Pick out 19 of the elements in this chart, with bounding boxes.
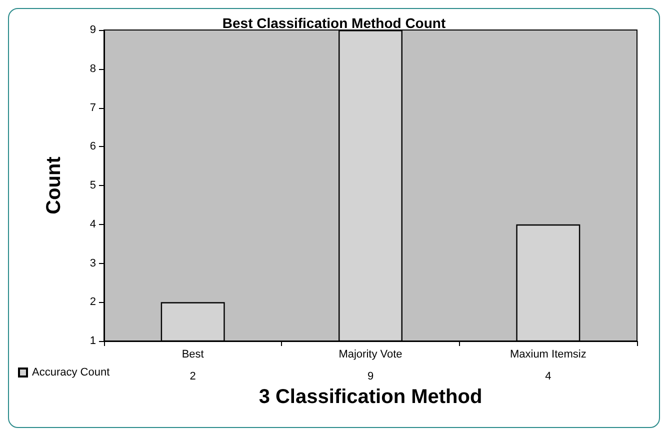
chart-title: Best Classification Method Count bbox=[222, 15, 446, 31]
y-tick-label: 4 bbox=[90, 218, 96, 230]
y-tick-label: 6 bbox=[90, 140, 96, 153]
x-axis-title: 3 Classification Method bbox=[258, 386, 482, 408]
data-label: 4 bbox=[545, 370, 552, 382]
y-tick-label: 5 bbox=[90, 180, 96, 192]
x-tick-label: Best bbox=[182, 348, 204, 360]
y-axis-title: Count bbox=[43, 156, 65, 214]
legend-label: Accuracy Count bbox=[32, 366, 110, 378]
y-tick-label: 8 bbox=[90, 62, 96, 75]
y-tick-label: 9 bbox=[90, 24, 96, 36]
y-tick-label: 3 bbox=[90, 257, 96, 270]
x-tick-label: Maxium Itemsiz bbox=[510, 348, 586, 360]
y-tick-label: 2 bbox=[90, 296, 96, 308]
data-label: 2 bbox=[190, 370, 196, 382]
y-tick-label: 1 bbox=[90, 335, 96, 347]
x-tick-label: Majority Vote bbox=[338, 348, 402, 360]
data-label: 9 bbox=[367, 370, 374, 382]
y-tick-label: 7 bbox=[90, 102, 96, 114]
